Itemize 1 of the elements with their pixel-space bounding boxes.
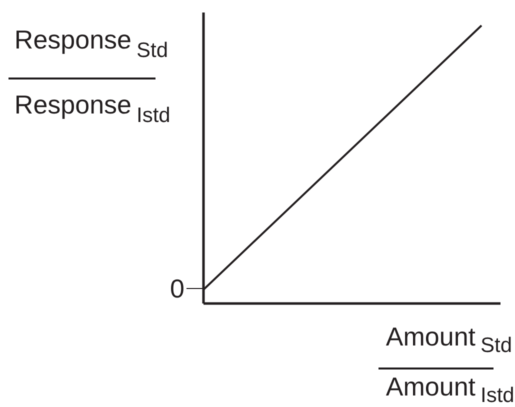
annotation: 0 <box>170 274 185 304</box>
